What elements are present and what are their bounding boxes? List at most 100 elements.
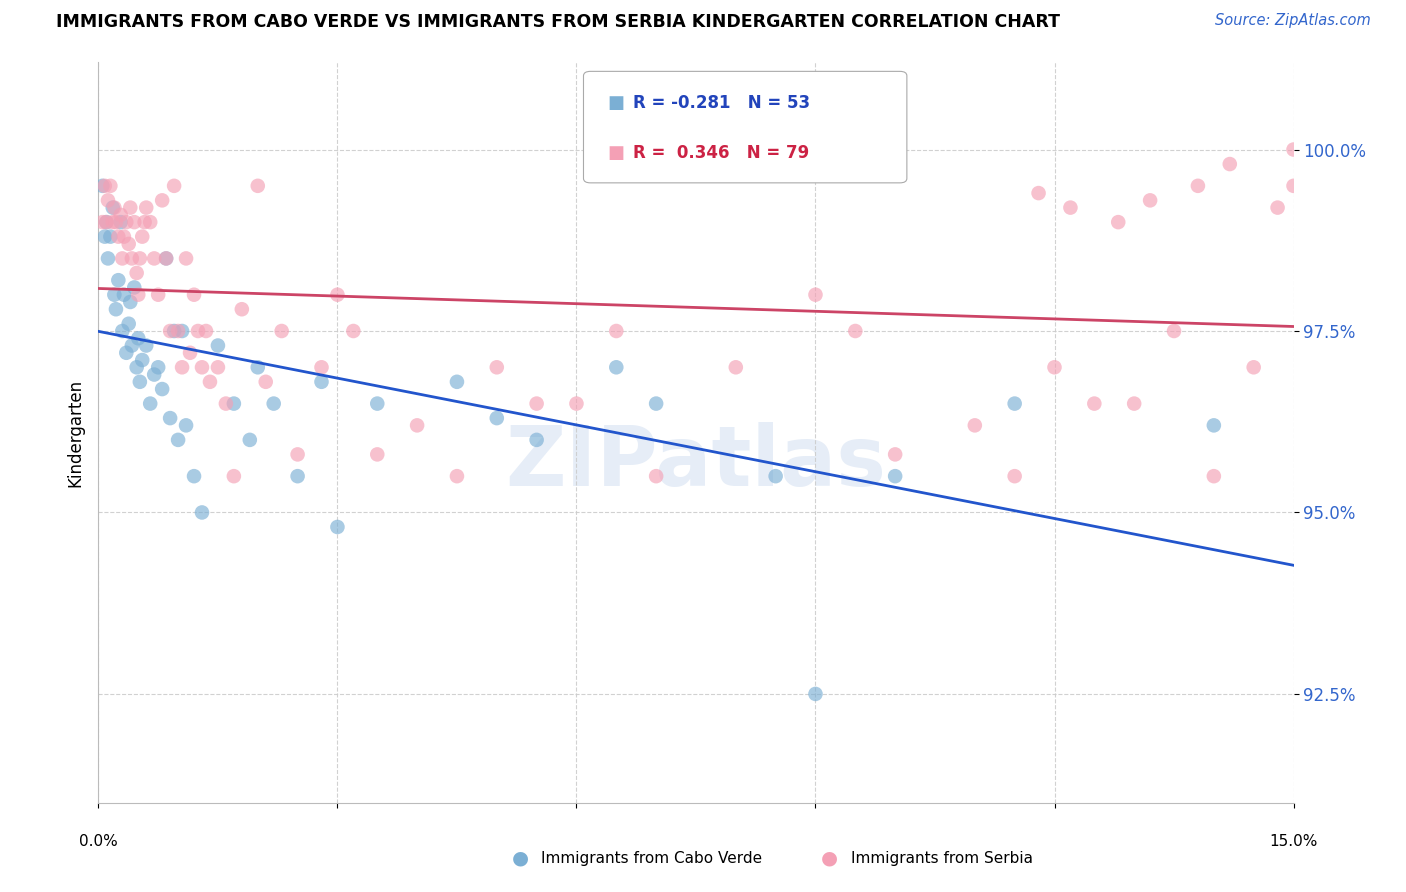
Point [207, 360, 229, 375]
Text: IMMIGRANTS FROM CABO VERDE VS IMMIGRANTS FROM SERBIA KINDERGARTEN CORRELATION CH: IMMIGRANTS FROM CABO VERDE VS IMMIGRANTS… [56, 13, 1060, 31]
Point [112, 287, 135, 301]
Point [94, 229, 117, 244]
Point [127, 287, 149, 301]
Text: ●: ● [821, 848, 838, 868]
Point [167, 433, 190, 447]
Point [724, 360, 747, 375]
Point [125, 360, 148, 375]
Point [366, 396, 388, 410]
Text: 15.0%: 15.0% [1270, 834, 1317, 849]
Point [167, 324, 190, 338]
Point [1187, 178, 1209, 193]
Text: R =  0.346   N = 79: R = 0.346 N = 79 [633, 145, 808, 162]
Point [107, 273, 129, 287]
Point [172, 360, 194, 375]
Point [311, 360, 333, 375]
Point [884, 469, 907, 483]
Point [121, 338, 143, 352]
Point [1028, 186, 1050, 200]
Point [101, 201, 124, 215]
Point [1043, 360, 1066, 375]
Point [131, 353, 153, 368]
Point [101, 215, 124, 229]
Point [155, 252, 177, 266]
Point [159, 324, 181, 338]
Point [1282, 143, 1305, 157]
Point [127, 331, 149, 345]
Point [1282, 178, 1305, 193]
Point [118, 236, 141, 251]
Point [1059, 201, 1081, 215]
Text: ZIPatlas: ZIPatlas [506, 422, 886, 503]
Text: 0.0%: 0.0% [79, 834, 118, 849]
Point [94, 178, 117, 193]
Text: R = -0.281   N = 53: R = -0.281 N = 53 [633, 94, 810, 112]
Point [172, 324, 194, 338]
Point [963, 418, 986, 433]
Point [120, 295, 142, 310]
Point [191, 506, 214, 520]
Point [207, 338, 229, 352]
Point [104, 215, 127, 229]
Point [115, 215, 138, 229]
Point [565, 396, 588, 410]
Point [163, 324, 186, 338]
Point [1243, 360, 1265, 375]
Point [1139, 194, 1161, 208]
Point [215, 396, 238, 410]
Point [96, 215, 118, 229]
Point [163, 178, 186, 193]
Point [1123, 396, 1146, 410]
Point [174, 418, 197, 433]
Point [124, 280, 146, 294]
Point [526, 433, 548, 447]
Text: Immigrants from Serbia: Immigrants from Serbia [851, 851, 1032, 865]
Point [187, 324, 209, 338]
Point [139, 215, 162, 229]
Point [179, 345, 201, 359]
Point [103, 287, 125, 301]
Point [115, 345, 138, 359]
Point [135, 338, 157, 352]
Point [135, 201, 157, 215]
Text: ■: ■ [607, 145, 624, 162]
Point [91, 215, 114, 229]
Point [91, 178, 114, 193]
Point [263, 396, 285, 410]
Point [96, 215, 118, 229]
Point [174, 252, 197, 266]
Point [183, 287, 205, 301]
Point [195, 324, 218, 338]
Point [485, 411, 508, 425]
Text: Immigrants from Cabo Verde: Immigrants from Cabo Verde [541, 851, 762, 865]
Point [98, 229, 122, 244]
Point [287, 447, 309, 461]
Point [246, 178, 269, 193]
Text: Source: ZipAtlas.com: Source: ZipAtlas.com [1215, 13, 1371, 29]
Point [287, 469, 309, 483]
Point [150, 194, 173, 208]
Point [446, 375, 468, 389]
Point [804, 287, 827, 301]
Point [148, 360, 170, 375]
Point [326, 287, 349, 301]
Point [1083, 396, 1105, 410]
Point [605, 360, 627, 375]
Point [366, 447, 388, 461]
Point [128, 375, 150, 389]
Point [844, 324, 866, 338]
Point [111, 252, 134, 266]
Point [884, 447, 907, 461]
Point [246, 360, 269, 375]
Point [605, 324, 627, 338]
Point [139, 396, 162, 410]
Point [148, 287, 170, 301]
Point [198, 375, 221, 389]
Point [1004, 396, 1026, 410]
Point [765, 469, 787, 483]
Point [111, 324, 134, 338]
Point [104, 302, 127, 317]
Point [155, 252, 177, 266]
Point [326, 520, 349, 534]
Point [131, 229, 153, 244]
